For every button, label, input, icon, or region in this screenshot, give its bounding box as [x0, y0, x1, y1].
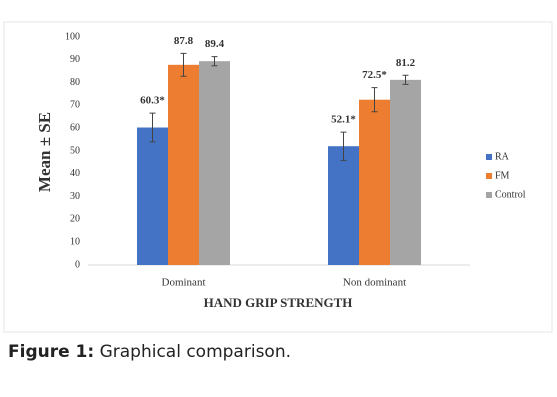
x-tick-label: Non dominant	[343, 277, 406, 289]
value-label: 87.8	[174, 35, 194, 47]
legend-swatch	[486, 154, 492, 160]
y-tick-label: 20	[70, 214, 80, 225]
chart-frame	[3, 21, 553, 333]
y-tick-label: 60	[70, 122, 80, 133]
legend-label: RA	[495, 151, 510, 162]
value-label: 72.5*	[362, 69, 387, 81]
y-tick-label: 50	[70, 145, 80, 156]
legend-label: FM	[495, 170, 510, 181]
legend-label: Control	[495, 189, 526, 200]
error-bar	[149, 112, 156, 143]
value-label: 89.4	[205, 38, 225, 50]
value-label: 81.2	[396, 57, 416, 69]
y-tick-label: 70	[70, 100, 80, 111]
x-axis-title: HAND GRIP STRENGTH	[204, 295, 353, 310]
chart: Mean ± SE HAND GRIP STRENGTH 0 10 20 30 40 50…	[3, 21, 553, 333]
caption: Figure 1: Graphical comparison.	[8, 342, 291, 362]
y-axis-title: Mean ± SE	[35, 112, 54, 192]
error-bar	[371, 87, 378, 113]
bar	[199, 61, 230, 265]
y-tick-label: 30	[70, 191, 80, 202]
y-tick-label: 90	[70, 54, 80, 65]
error-bar	[211, 56, 218, 67]
legend-swatch	[486, 192, 492, 198]
error-bar	[180, 52, 187, 77]
y-tick-label: 10	[70, 236, 80, 247]
error-bar	[402, 74, 409, 85]
error-bar	[340, 131, 347, 161]
bar	[390, 79, 421, 265]
bar	[168, 64, 199, 265]
caption-label: Figure 1:	[8, 342, 95, 362]
bar	[359, 99, 390, 265]
y-tick-label: 0	[75, 259, 80, 270]
y-tick-label: 100	[65, 31, 80, 42]
x-tick-label: Dominant	[162, 277, 206, 289]
bar	[137, 127, 168, 266]
y-tick-label: 80	[70, 77, 80, 88]
value-label: 52.1*	[331, 114, 356, 126]
y-tick-label: 40	[70, 168, 80, 179]
legend-swatch	[486, 173, 492, 179]
caption-text: Graphical comparison.	[99, 342, 292, 362]
bar	[328, 146, 359, 265]
value-label: 60.3*	[140, 95, 165, 107]
